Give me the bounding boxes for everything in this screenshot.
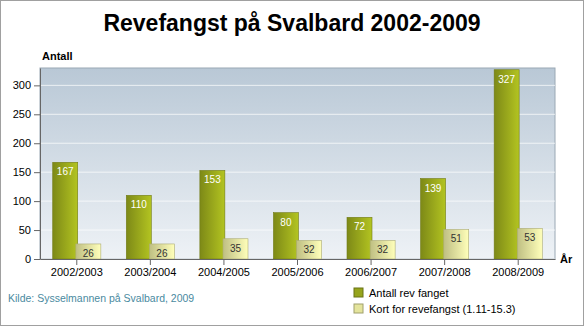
- x-tick-mark: [223, 259, 224, 265]
- y-tick-mark: [34, 85, 40, 86]
- y-tick: 200: [13, 137, 40, 149]
- bar: [273, 213, 298, 259]
- bars: [53, 70, 543, 259]
- y-tick: 100: [13, 195, 40, 207]
- x-tick-mark: [297, 259, 298, 265]
- data-label: 26: [156, 248, 168, 259]
- bar-series: [76, 228, 542, 259]
- bar: [200, 170, 225, 259]
- y-tick-mark: [34, 143, 40, 144]
- x-tick-mark: [518, 259, 519, 265]
- grid-line: [40, 85, 555, 86]
- data-label: 32: [377, 244, 389, 255]
- data-label: 153: [204, 174, 221, 185]
- y-tick-label: 0: [25, 253, 31, 265]
- x-tick-label: 2006/2007: [345, 266, 397, 278]
- bar: [53, 162, 78, 259]
- x-tick-label: 2008/2009: [492, 266, 544, 278]
- y-tick-mark: [34, 172, 40, 173]
- legend-swatch: [354, 288, 363, 297]
- y-tick-label: 200: [13, 137, 31, 149]
- y-tick: 50: [19, 224, 40, 236]
- data-label: 26: [83, 248, 95, 259]
- y-tick: 0: [25, 253, 40, 265]
- bar: [494, 70, 519, 259]
- grid-line: [40, 143, 555, 144]
- x-tick-label: 2005/2006: [272, 266, 324, 278]
- plot-background: [40, 68, 555, 259]
- y-axis-title: Antall: [42, 50, 73, 62]
- x-tick: 2006/2007: [345, 259, 397, 278]
- bar-series: [53, 70, 519, 259]
- legend: Antall rev fanget Kort for revefangst (1.…: [354, 287, 516, 315]
- grid-line: [40, 201, 555, 202]
- x-tick-label: 2007/2008: [419, 266, 471, 278]
- y-tick: 150: [13, 166, 40, 178]
- y-tick-label: 150: [13, 166, 31, 178]
- data-label: 80: [280, 217, 292, 228]
- x-tick: 2003/2004: [124, 259, 176, 278]
- data-label: 51: [451, 233, 463, 244]
- bar: [126, 195, 151, 259]
- bar: [297, 240, 322, 259]
- data-label: 32: [304, 244, 316, 255]
- y-tick-label: 50: [19, 224, 31, 236]
- y-tick-mark: [34, 230, 40, 231]
- legend-item: Kort for revefangst (1.11-15.3): [354, 303, 516, 315]
- title: Revefangst på Svalbard 2002-2009: [103, 10, 480, 36]
- x-tick-label: 2002/2003: [51, 266, 103, 278]
- data-label: 72: [354, 221, 366, 232]
- x-axis: 2002/2003 2003/2004 2004/2005 2005/2006 2006…: [41, 259, 556, 278]
- x-tick-mark: [76, 259, 77, 265]
- chart: Revefangst på Svalbard 2002-2009 167 110 15…: [0, 0, 584, 326]
- x-tick: 2002/2003: [51, 259, 103, 278]
- x-tick-mark: [150, 259, 151, 265]
- data-label: 110: [131, 199, 147, 210]
- x-tick: 2008/2009: [492, 259, 544, 278]
- y-tick-mark: [34, 114, 40, 115]
- x-tick-mark: [371, 259, 372, 265]
- x-tick: 2005/2006: [272, 259, 324, 278]
- x-tick-label: 2003/2004: [124, 266, 176, 278]
- bar: [421, 179, 446, 259]
- data-label: 167: [57, 166, 74, 177]
- y-axis-line: [40, 69, 41, 260]
- y-tick-mark: [34, 259, 40, 260]
- x-tick-label: 2004/2005: [198, 266, 250, 278]
- bar: [370, 240, 395, 259]
- plot: 167 110 153 80 72 139 327 26 26 35 32 32 51 53 0 50 100 1…: [13, 68, 556, 278]
- bar: [444, 229, 469, 259]
- x-tick-mark: [444, 259, 445, 265]
- grid: [40, 85, 555, 259]
- grid-line: [40, 172, 555, 173]
- y-tick-label: 250: [13, 108, 31, 120]
- y-tick-label: 100: [13, 195, 31, 207]
- bar: [76, 244, 101, 259]
- y-axis: 0 50 100 150 200 250 300: [13, 69, 41, 266]
- bar: [517, 228, 542, 259]
- data-label: 53: [524, 232, 536, 243]
- data-label: 35: [230, 243, 242, 254]
- bar: [223, 239, 248, 259]
- y-tick: 300: [13, 79, 40, 91]
- y-tick-label: 300: [13, 79, 31, 91]
- legend-item: Antall rev fanget: [354, 287, 449, 299]
- grid-line: [40, 114, 555, 115]
- y-tick: 250: [13, 108, 40, 120]
- x-tick: 2004/2005: [198, 259, 250, 278]
- x-axis-title: År: [560, 253, 573, 265]
- data-label: 139: [425, 183, 442, 194]
- data-label: 327: [498, 74, 515, 85]
- bar: [149, 244, 174, 259]
- data-labels: 167 110 153 80 72 139 327 26 26 35 32 32 51 53: [57, 74, 536, 259]
- chart-border: [1, 1, 584, 326]
- x-tick: 2007/2008: [419, 259, 471, 278]
- legend-label: Kort for revefangst (1.11-15.3): [369, 303, 516, 315]
- source-note: Kilde: Sysselmannen på Svalbard, 2009: [8, 292, 194, 304]
- legend-swatch: [354, 304, 363, 313]
- legend-label: Antall rev fanget: [369, 287, 449, 299]
- y-tick-mark: [34, 201, 40, 202]
- bar: [347, 217, 372, 259]
